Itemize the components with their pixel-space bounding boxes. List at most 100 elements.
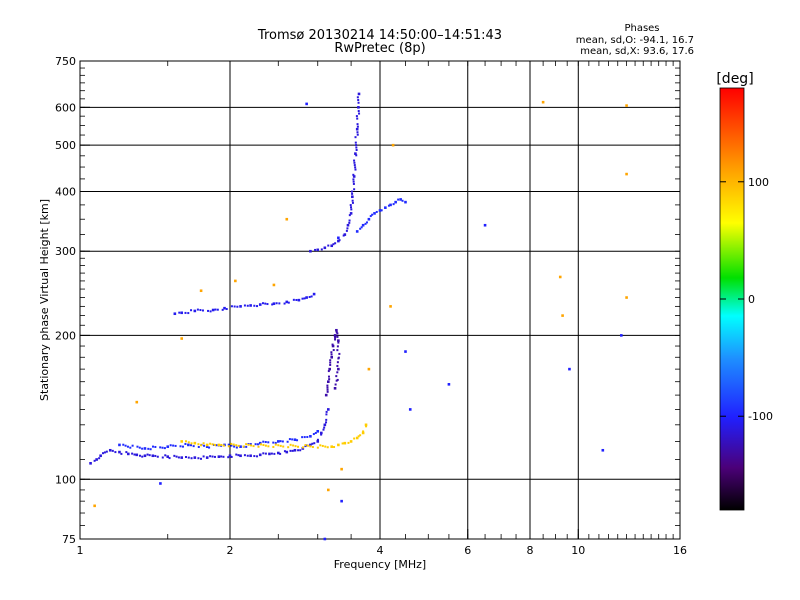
echo-point	[335, 379, 338, 382]
echo-point	[357, 435, 360, 438]
echo-point	[111, 449, 114, 452]
echo-point	[196, 308, 199, 311]
echo-point	[209, 455, 212, 458]
echo-point	[355, 436, 359, 440]
echo-point	[227, 456, 230, 459]
echo-point	[161, 456, 164, 459]
echo-point	[305, 102, 308, 106]
echo-point	[306, 435, 309, 438]
echo-point	[364, 423, 368, 427]
echo-point	[348, 214, 351, 217]
echo-point	[190, 444, 193, 447]
echo-point	[327, 380, 330, 384]
echo-point	[327, 488, 330, 492]
echo-point	[541, 100, 545, 104]
echo-point	[250, 444, 253, 447]
echo-point	[264, 440, 267, 443]
echo-point	[324, 393, 328, 397]
echo-point	[343, 233, 347, 236]
echo-point	[625, 296, 628, 299]
echo-point	[568, 367, 571, 371]
echo-point	[345, 229, 348, 232]
echo-point	[320, 433, 323, 436]
echo-point	[136, 445, 139, 448]
echo-point	[335, 328, 338, 332]
echo-point	[268, 452, 271, 456]
echo-point	[323, 426, 326, 429]
echo-point	[326, 384, 329, 387]
echo-point	[285, 450, 289, 454]
echo-point	[197, 446, 200, 449]
echo-point	[95, 458, 98, 461]
echo-point	[361, 223, 365, 227]
echo-point	[166, 455, 170, 458]
echo-point	[293, 448, 297, 452]
echo-points	[89, 92, 628, 541]
echo-point	[340, 499, 343, 503]
echo-point	[365, 425, 368, 428]
echo-point	[253, 304, 256, 307]
phase-stats-heading: Phases	[624, 23, 659, 34]
y-tick-label: 100	[55, 473, 76, 486]
echo-point	[215, 444, 218, 447]
echo-point	[286, 440, 289, 443]
echo-point	[325, 418, 328, 421]
echo-point	[355, 144, 358, 147]
echo-point	[287, 301, 290, 304]
echo-point	[212, 443, 215, 446]
echo-point	[205, 445, 209, 448]
echo-point	[159, 482, 162, 485]
echo-point	[211, 443, 214, 446]
echo-point	[292, 298, 295, 301]
echo-point	[319, 444, 322, 447]
echo-point	[384, 206, 387, 209]
echo-point	[192, 445, 195, 448]
echo-point	[353, 159, 356, 162]
echo-point	[256, 443, 259, 446]
echo-point	[233, 445, 236, 448]
echo-point	[180, 440, 184, 443]
echo-point	[252, 445, 255, 448]
colorbar-tick-label: 0	[748, 293, 755, 306]
echo-point	[209, 442, 212, 445]
echo-point	[356, 117, 359, 120]
echo-point	[314, 431, 317, 434]
echo-point	[289, 443, 292, 446]
echo-point	[348, 219, 351, 222]
echo-point	[387, 204, 390, 207]
echo-point	[353, 164, 356, 167]
echo-point	[325, 410, 328, 413]
echo-point	[373, 212, 376, 215]
echo-point	[338, 239, 341, 242]
echo-point	[258, 303, 262, 306]
echo-point	[349, 440, 353, 443]
echo-point	[214, 308, 217, 311]
echo-point	[352, 182, 355, 185]
echo-point	[352, 178, 355, 181]
echo-point	[285, 217, 289, 221]
echo-point	[330, 355, 334, 359]
echo-point	[230, 442, 233, 445]
echo-point	[270, 452, 273, 455]
echo-point	[326, 390, 329, 393]
echo-point	[180, 456, 184, 459]
echo-point	[262, 444, 265, 447]
echo-point	[177, 456, 180, 459]
x-tick-label: 6	[464, 544, 471, 557]
echo-point	[620, 334, 623, 337]
echo-point	[302, 446, 305, 449]
echo-point	[178, 311, 181, 314]
echo-point	[304, 445, 307, 448]
echo-point	[324, 445, 327, 448]
x-tick-label: 10	[571, 544, 585, 557]
echo-point	[138, 446, 141, 449]
echo-point	[350, 208, 353, 211]
echo-point	[394, 200, 397, 204]
echo-point	[337, 339, 340, 342]
echo-point	[99, 454, 102, 458]
echo-point	[336, 364, 339, 367]
echo-point	[220, 455, 223, 458]
echo-point	[93, 459, 96, 462]
y-tick-labels: 75 100 200 300 400 500 600 750	[55, 55, 90, 546]
echo-point	[279, 444, 282, 447]
